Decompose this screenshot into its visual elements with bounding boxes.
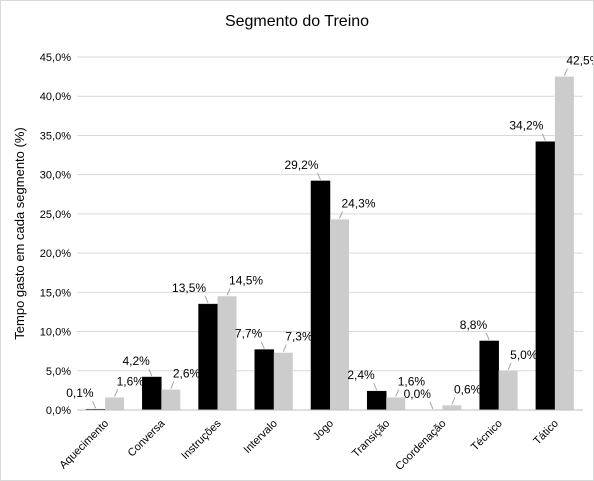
data-label: 29,2% bbox=[284, 158, 318, 172]
bar-series-2 bbox=[330, 219, 349, 410]
label-leader bbox=[485, 332, 490, 341]
y-tick-label: 30,0% bbox=[40, 170, 71, 182]
x-tick-label: Conversa bbox=[126, 417, 168, 459]
data-label: 7,3% bbox=[285, 330, 313, 344]
bar-series-2 bbox=[161, 389, 181, 410]
data-label: 34,2% bbox=[509, 119, 543, 133]
y-tick-label: 15,0% bbox=[40, 287, 71, 299]
y-tick-label: 40,0% bbox=[40, 91, 71, 103]
bar-series-2 bbox=[217, 296, 237, 410]
data-label: 8,8% bbox=[460, 318, 488, 332]
x-tick-label: Transição bbox=[350, 418, 392, 460]
data-label: 42,5% bbox=[566, 54, 593, 68]
data-label: 0,6% bbox=[454, 382, 482, 396]
bar-series-2 bbox=[105, 397, 125, 410]
data-label: 5,0% bbox=[510, 348, 538, 362]
bar-series-2 bbox=[442, 405, 462, 410]
x-tick-label: Coordenação bbox=[393, 418, 448, 473]
y-tick-label: 5,0% bbox=[46, 366, 71, 378]
label-leader bbox=[92, 401, 97, 409]
bar-series-2 bbox=[554, 76, 574, 410]
bar-series-1 bbox=[310, 180, 331, 411]
label-leader bbox=[563, 68, 568, 76]
x-tick-label: Técnico bbox=[469, 418, 505, 454]
data-label: 1,6% bbox=[117, 374, 145, 388]
label-leader bbox=[114, 389, 119, 397]
data-label: 1,6% bbox=[398, 374, 426, 388]
label-leader bbox=[170, 381, 175, 389]
data-label: 14,5% bbox=[229, 273, 263, 287]
label-leader bbox=[204, 295, 209, 304]
label-leader bbox=[395, 389, 400, 397]
label-leader bbox=[226, 288, 231, 296]
x-tick-label: Tático bbox=[531, 418, 561, 448]
data-label: 4,2% bbox=[122, 354, 150, 368]
bar-series-2 bbox=[386, 397, 406, 410]
data-label: 2,6% bbox=[173, 367, 201, 381]
data-label: 0,0% bbox=[404, 387, 432, 401]
x-tick-label: Instruções bbox=[179, 417, 224, 462]
data-label: 2,4% bbox=[347, 368, 375, 382]
label-leader bbox=[451, 397, 456, 405]
data-label: 13,5% bbox=[172, 281, 206, 295]
x-tick-label: Intervalo bbox=[242, 418, 280, 456]
bar-series-2 bbox=[273, 352, 293, 410]
bars bbox=[85, 76, 574, 411]
label-leader bbox=[507, 362, 512, 370]
bar-series-1 bbox=[479, 340, 499, 411]
y-axis-label: Tempo gasto em cada segmento (%) bbox=[12, 127, 27, 339]
bar-series-2 bbox=[498, 370, 518, 410]
data-label: 7,7% bbox=[235, 327, 263, 341]
y-tick-label: 20,0% bbox=[40, 248, 71, 260]
y-tick-label: 45,0% bbox=[40, 52, 71, 64]
label-leader bbox=[282, 344, 287, 352]
x-tick-label: Jogo bbox=[311, 418, 336, 443]
label-leader bbox=[339, 211, 343, 219]
bar-series-1 bbox=[254, 349, 275, 411]
label-leader bbox=[373, 382, 378, 391]
data-label: 24,3% bbox=[342, 196, 376, 210]
bar-series-1 bbox=[142, 376, 162, 411]
data-labels: 0,1% 1,6% 4,2% 2,6% 13,5% 14,5% 7,7% 7,3% 29,2% 2… bbox=[66, 54, 593, 410]
bar-series-1 bbox=[198, 303, 218, 411]
y-tick-label: 10,0% bbox=[40, 327, 71, 339]
data-label: 0,1% bbox=[66, 386, 94, 400]
bar-series-1 bbox=[535, 141, 556, 411]
label-leader bbox=[148, 368, 153, 377]
x-tick-label: Aquecimento bbox=[57, 418, 111, 472]
label-leader bbox=[429, 401, 434, 410]
y-tick-label: 35,0% bbox=[40, 130, 71, 142]
chart-title: Segmento do Treino bbox=[225, 13, 369, 30]
label-leader bbox=[317, 172, 321, 181]
label-leader bbox=[541, 133, 546, 141]
label-leader bbox=[260, 341, 265, 349]
y-tick-label: 0,0% bbox=[46, 405, 71, 417]
y-tick-label: 25,0% bbox=[40, 209, 71, 221]
bar-series-1 bbox=[366, 390, 387, 411]
